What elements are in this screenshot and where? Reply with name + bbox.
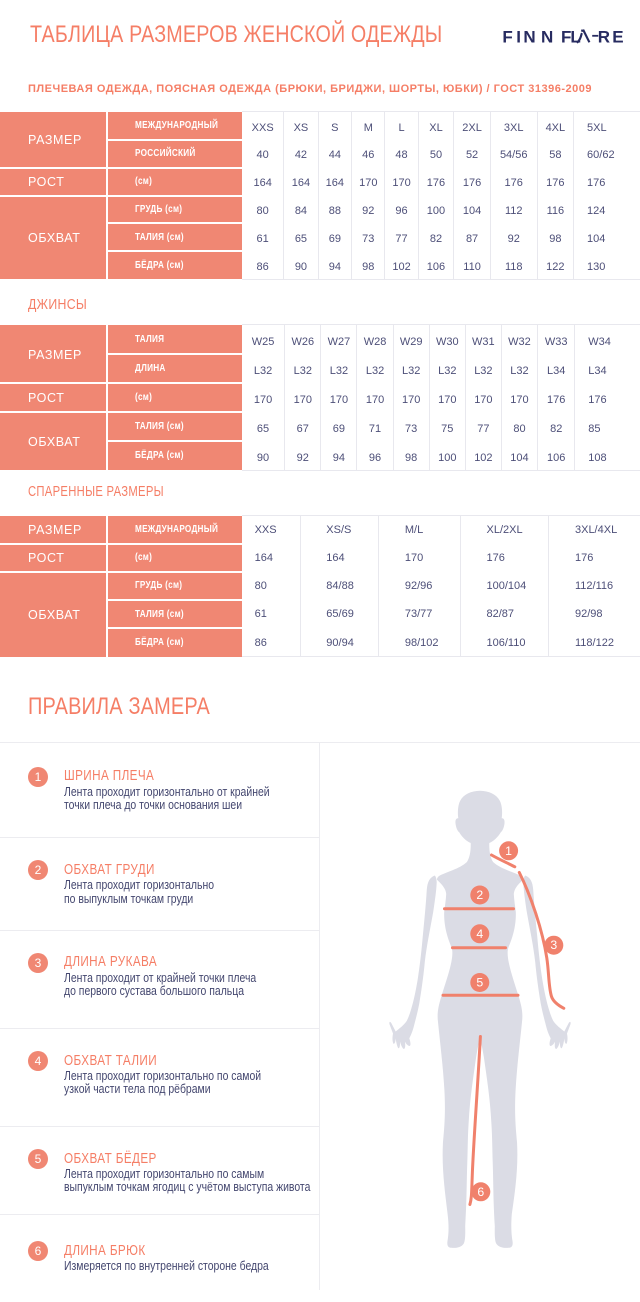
svg-text:1: 1 — [505, 844, 512, 858]
svg-text:R: R — [598, 27, 610, 46]
svg-text:N: N — [523, 27, 535, 46]
svg-text:2: 2 — [476, 888, 483, 902]
svg-text:6: 6 — [477, 1185, 484, 1199]
svg-text:3: 3 — [550, 938, 557, 952]
svg-text:I: I — [516, 27, 521, 46]
svg-text:E: E — [612, 27, 623, 46]
svg-text:F: F — [561, 27, 571, 46]
svg-text:5: 5 — [476, 976, 483, 990]
svg-text:4: 4 — [476, 927, 483, 941]
svg-text:L: L — [570, 27, 580, 46]
svg-text:N: N — [541, 27, 553, 46]
svg-text:F: F — [503, 27, 513, 46]
